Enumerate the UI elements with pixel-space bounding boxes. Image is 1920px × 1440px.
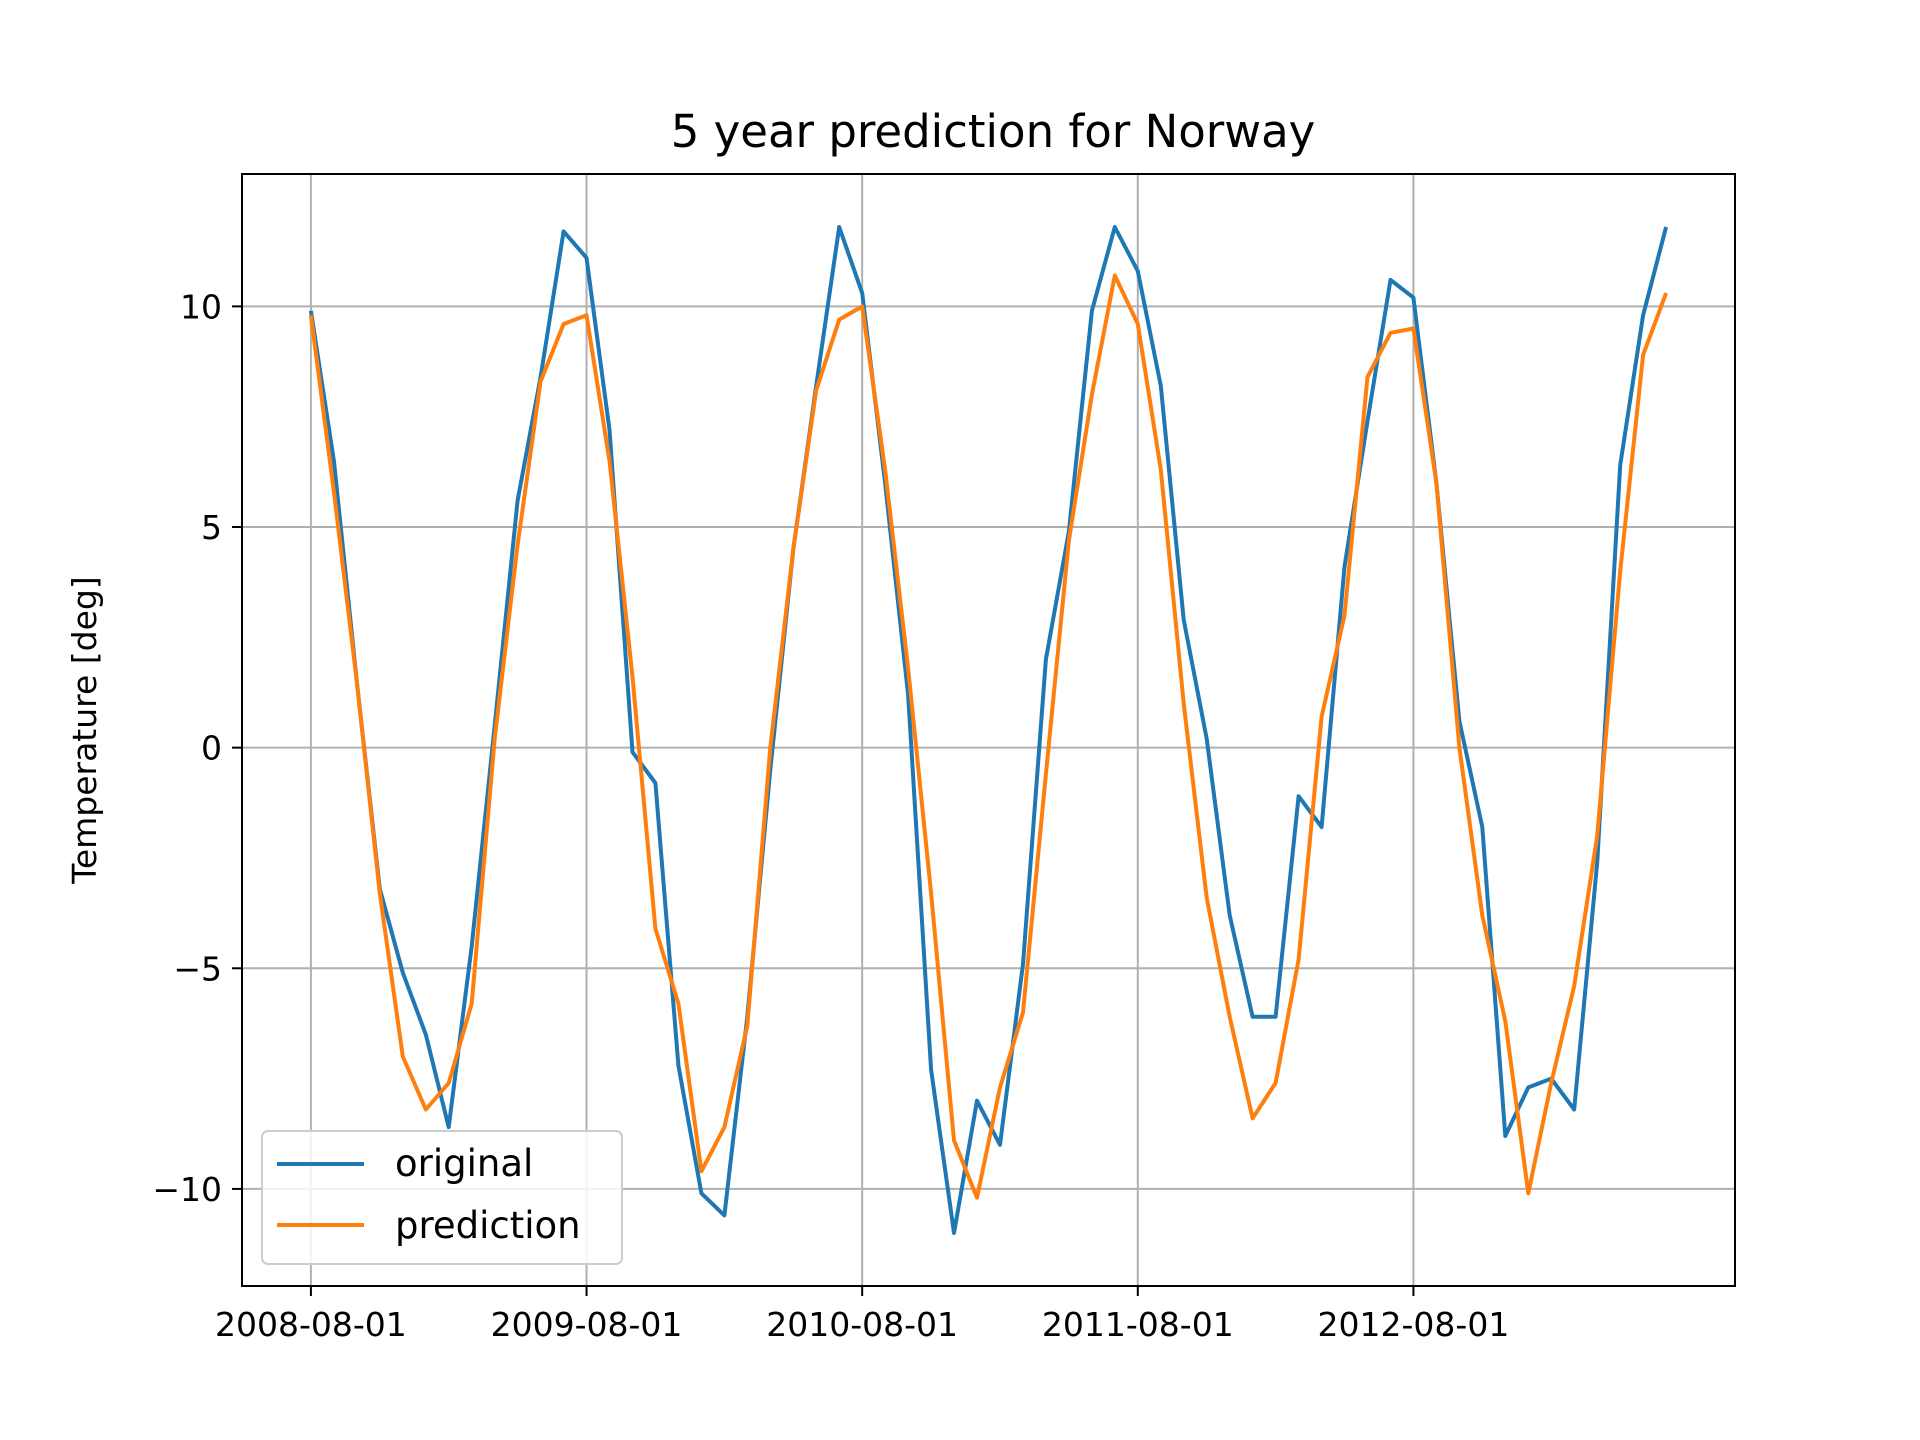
chart-title: 5 year prediction for Norway <box>671 105 1316 158</box>
y-tick-label: 5 <box>201 508 222 547</box>
x-tick-label: 2008-08-01 <box>215 1305 407 1344</box>
legend-label-original: original <box>395 1142 533 1185</box>
y-tick-label: 10 <box>180 287 222 326</box>
y-tick-label: −10 <box>152 1170 222 1209</box>
x-tick-label: 2009-08-01 <box>491 1305 683 1344</box>
x-axis-ticks: 2008-08-01 2009-08-01 2010-08-01 2011-08-01… <box>215 1286 1509 1344</box>
y-tick-label: −5 <box>173 949 222 988</box>
y-axis-ticks: 10 5 0 −5 −10 <box>152 287 242 1209</box>
series-line-prediction <box>308 273 1668 1200</box>
x-tick-label: 2012-08-01 <box>1318 1305 1510 1344</box>
series-lines <box>308 225 1669 1235</box>
y-axis-label: Temperature [deg] <box>65 576 104 884</box>
x-tick-label: 2011-08-01 <box>1042 1305 1234 1344</box>
legend-label-prediction: prediction <box>395 1204 581 1247</box>
legend: original prediction <box>261 1130 623 1265</box>
x-tick-label: 2010-08-01 <box>766 1305 958 1344</box>
y-tick-label: 0 <box>201 729 222 768</box>
plot-frame <box>241 173 1736 1287</box>
